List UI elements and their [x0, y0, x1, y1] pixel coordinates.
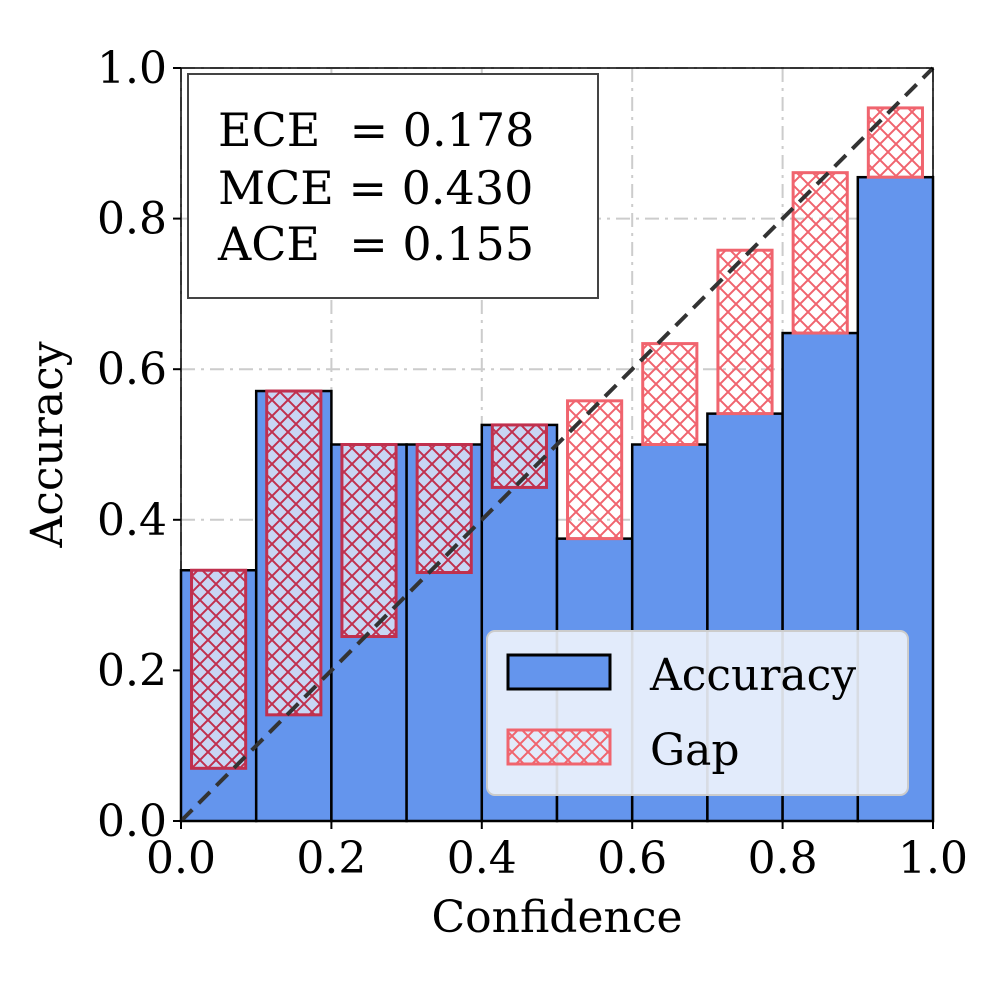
gap-bars: [190, 106, 924, 770]
x-axis-label: Confidence: [431, 892, 682, 943]
y-tick-label: 1.0: [97, 43, 167, 94]
legend-label-accuracy: Accuracy: [649, 650, 856, 701]
metrics-box-frame: [187, 73, 599, 299]
gap-bar: [265, 389, 323, 717]
y-tick-label: 0.6: [97, 344, 167, 395]
legend-swatch-gap: [506, 728, 612, 766]
y-tick-label: 0.2: [97, 645, 167, 696]
gap-bar: [791, 171, 849, 335]
gap-bar-hatch: [490, 423, 548, 489]
gap-bar-hatch: [340, 443, 398, 639]
gap-bar-hatch: [716, 248, 774, 416]
legend-label-gap: Gap: [650, 725, 740, 776]
gap-bar: [340, 443, 398, 639]
gap-bar-hatch: [866, 106, 924, 179]
x-tick-label: 1.0: [898, 833, 968, 884]
mce-metric: MCE = 0.430: [218, 161, 533, 215]
y-tick-label: 0.0: [97, 796, 167, 847]
gap-bar: [566, 399, 624, 541]
gap-bar-hatch: [415, 443, 473, 575]
y-tick-label: 0.8: [97, 194, 167, 245]
x-axis-ticks: 0.0 0.2 0.4 0.6 0.8 1.0: [146, 821, 968, 884]
gap-bar-hatch: [641, 342, 699, 446]
x-tick-label: 0.0: [146, 833, 216, 884]
x-tick-label: 0.6: [597, 833, 667, 884]
perfect-calibration-line: [179, 66, 935, 823]
x-tick-label: 0.8: [748, 833, 818, 884]
gap-bar-hatch: [265, 389, 323, 717]
gap-bar-hatch: [190, 568, 248, 770]
gap-bar: [641, 342, 699, 446]
gap-bar: [415, 443, 473, 575]
gap-bar-hatch: [566, 399, 624, 541]
gap-bar: [490, 423, 548, 489]
ace-metric: ACE = 0.155: [217, 217, 534, 271]
legend-swatch-accuracy: [506, 653, 612, 691]
y-axis-ticks: 0.0 0.2 0.4 0.6 0.8 1.0: [97, 43, 181, 847]
plot-frame: [180, 67, 934, 822]
legend: Accuracy Gap: [486, 630, 909, 796]
x-tick-label: 0.4: [447, 833, 517, 884]
ece-metric: ECE = 0.178: [218, 103, 534, 157]
gap-bar: [866, 106, 924, 179]
gap-bar: [716, 248, 774, 416]
gap-bar-hatch: [791, 171, 849, 335]
metrics-box: ECE = 0.178 MCE = 0.430 ACE = 0.155: [187, 73, 599, 299]
y-axis-label: Accuracy: [22, 341, 73, 548]
x-tick-label: 0.2: [296, 833, 366, 884]
gap-bar: [190, 568, 248, 770]
y-tick-label: 0.4: [97, 495, 167, 546]
